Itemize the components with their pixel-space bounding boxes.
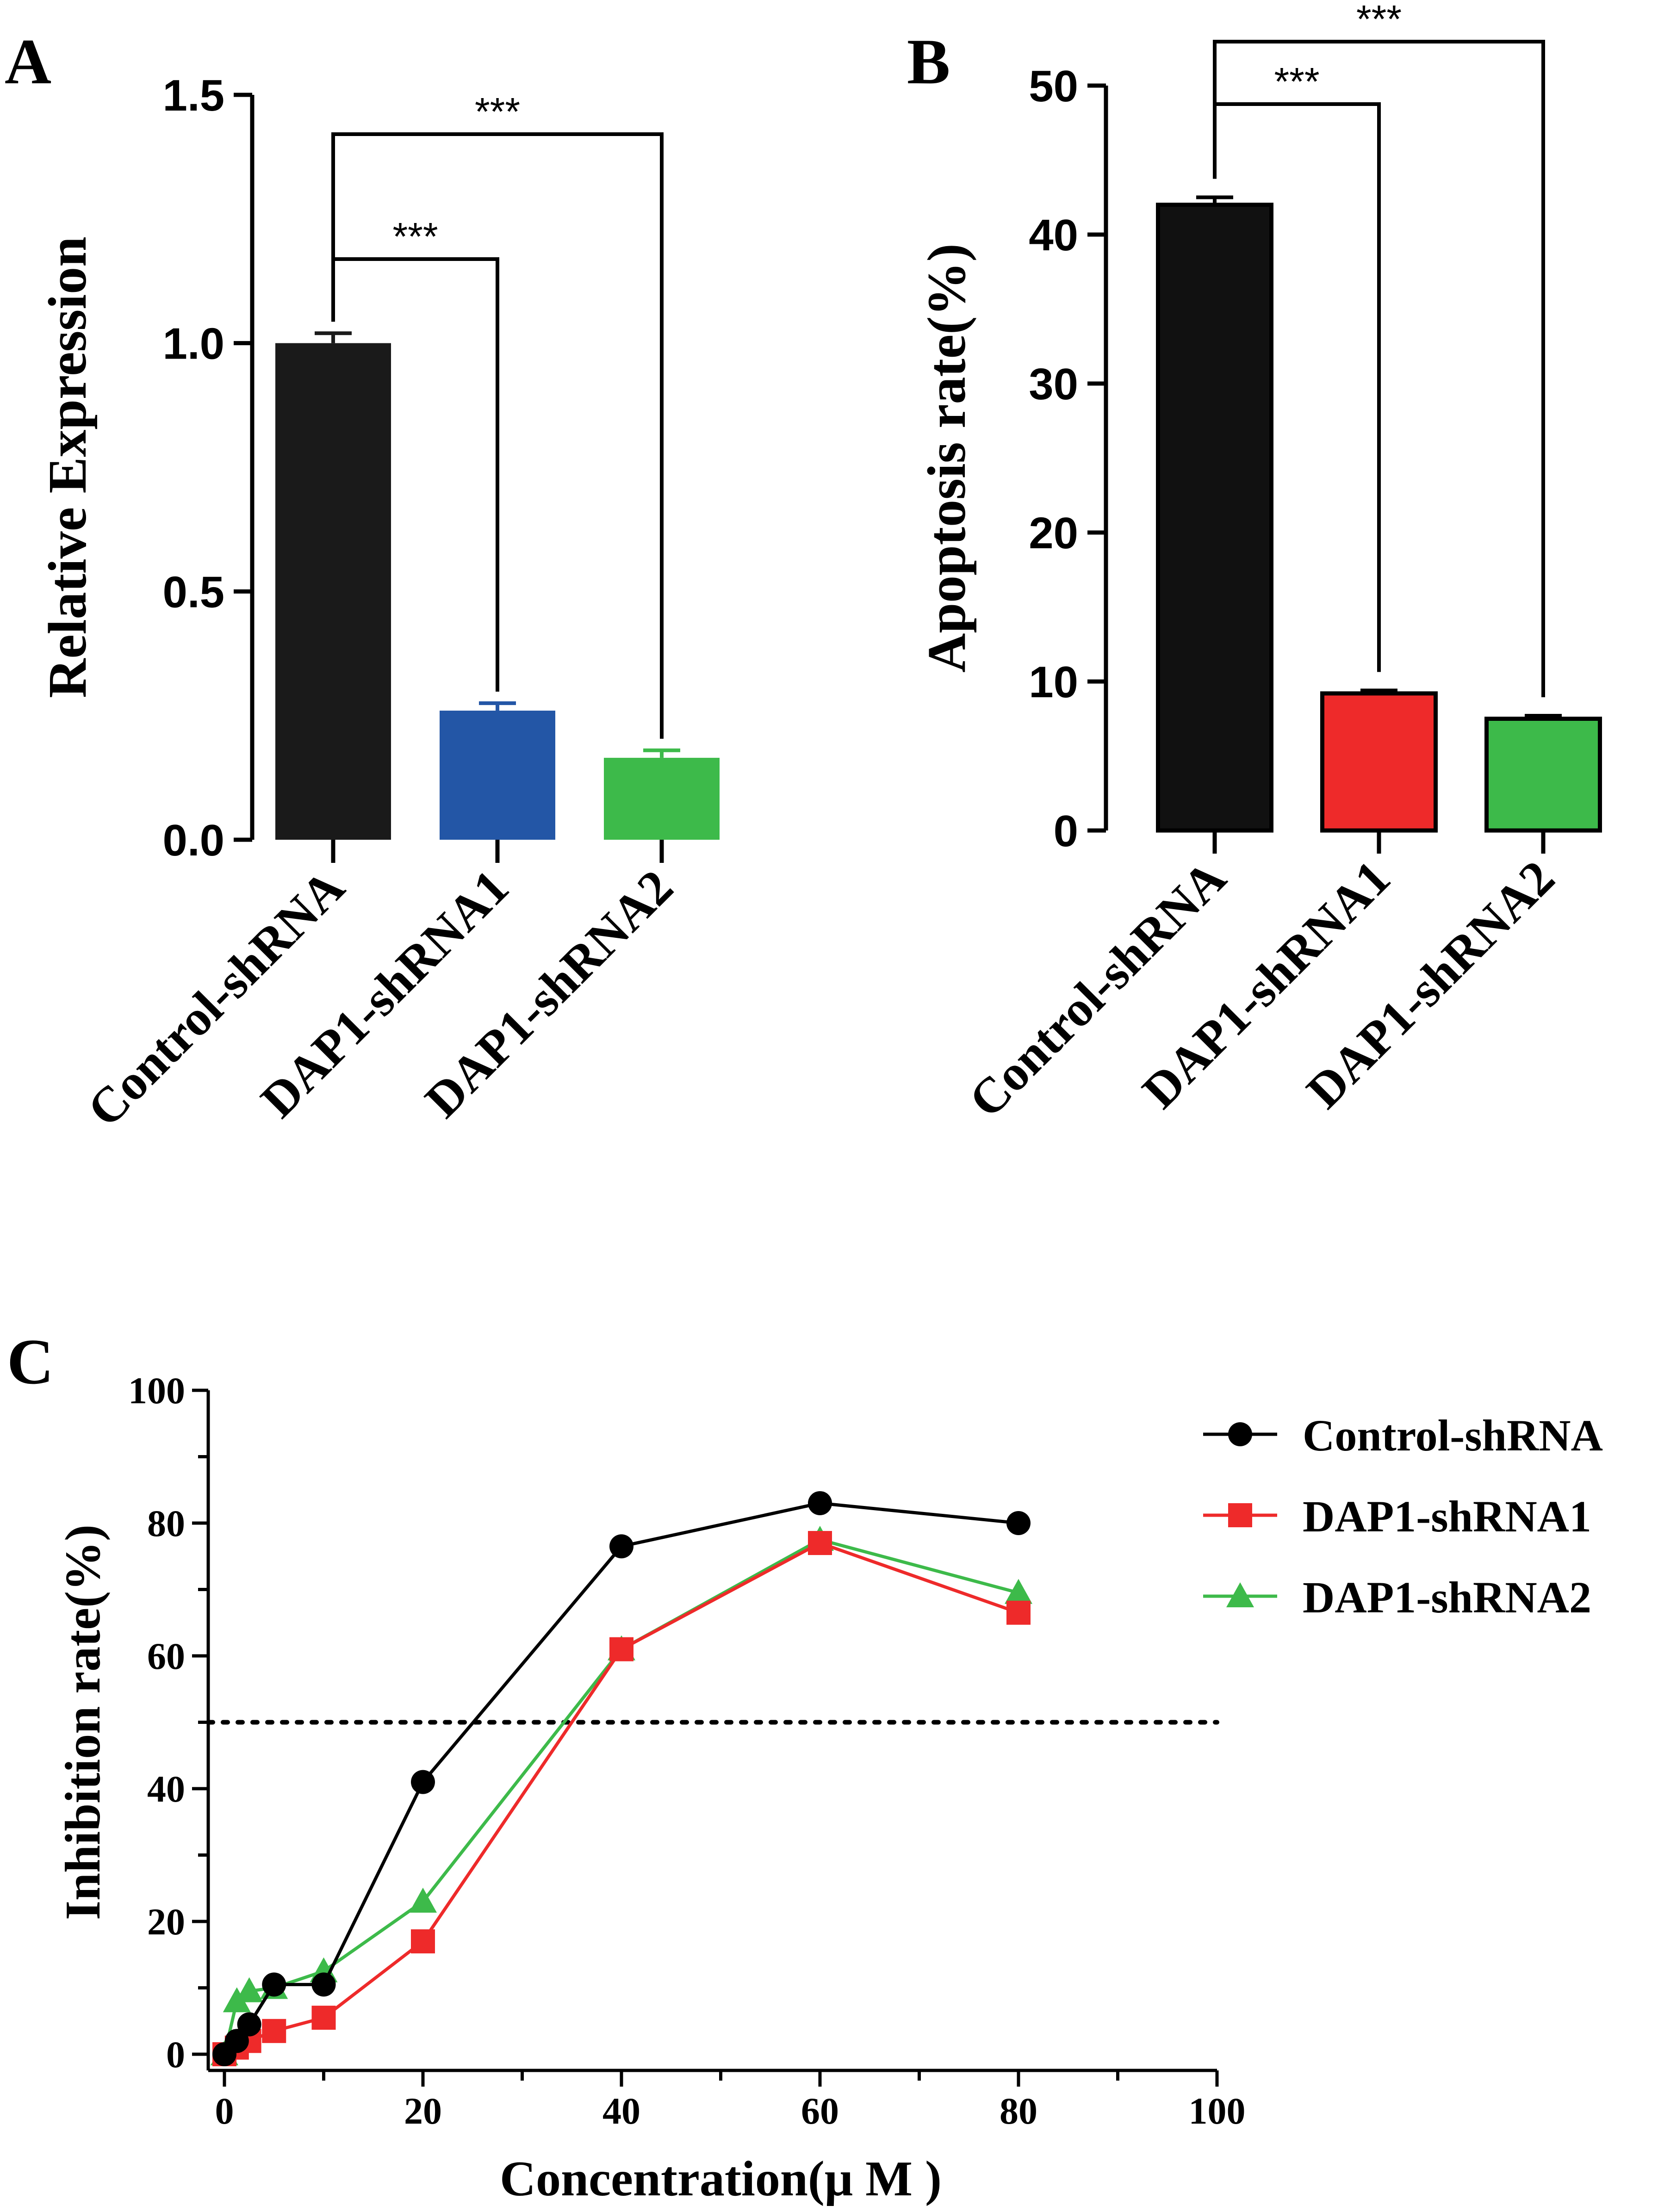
data-point-dap1-shrna1 <box>411 1929 435 1954</box>
y-axis-title: Apoptosis rate(%) <box>916 243 977 673</box>
data-point-control-shrna <box>1006 1511 1031 1535</box>
y-tick-label: 60 <box>147 1635 185 1677</box>
x-tick-label: 40 <box>602 2090 640 2132</box>
data-point-control-shrna <box>237 2012 261 2037</box>
data-point-dap1-shrna1 <box>311 2006 336 2030</box>
panel-label-b: B <box>907 26 950 98</box>
legend-label: DAP1-shRNA1 <box>1303 1492 1591 1541</box>
significance-label: *** <box>1356 0 1402 41</box>
series-line-dap1-shrna1 <box>224 1541 1019 2056</box>
y-tick-label: 0.5 <box>163 567 224 617</box>
y-tick-label: 40 <box>147 1768 185 1810</box>
significance-label: *** <box>392 215 438 258</box>
bar-dap1-shrna2 <box>1484 717 1602 833</box>
x-tick-label: 20 <box>404 2090 442 2132</box>
y-tick-label: 80 <box>147 1502 185 1544</box>
y-tick-label: 40 <box>1029 211 1078 260</box>
significance-label: *** <box>475 90 520 133</box>
data-point-dap1-shrna1 <box>262 2019 286 2043</box>
x-tick-label: 0 <box>215 2090 234 2132</box>
data-point-dap1-shrna2 <box>409 1887 437 1913</box>
bar-control-shrna <box>275 343 391 840</box>
data-point-dap1-shrna1 <box>808 1531 832 1555</box>
y-tick-label: 50 <box>1029 62 1078 111</box>
bar-control-shrna <box>1156 203 1273 833</box>
y-tick-label: 0 <box>166 2033 185 2076</box>
bar-dap1-shrna1 <box>440 710 555 840</box>
y-tick-label: 20 <box>147 1901 185 1943</box>
y-tick-label: 30 <box>1029 359 1078 409</box>
legend-label: DAP1-shRNA2 <box>1303 1573 1591 1622</box>
panel-label-a: A <box>5 26 51 98</box>
legend-marker <box>1228 1503 1252 1527</box>
data-point-control-shrna <box>808 1491 832 1515</box>
significance-label: *** <box>1274 60 1319 103</box>
x-tick-label: 100 <box>1189 2090 1246 2132</box>
x-tick-label: 60 <box>801 2090 839 2132</box>
bar-dap1-shrna2 <box>604 757 720 840</box>
x-axis-title: Concentration(μ M ) <box>500 2151 942 2206</box>
significance-bracket <box>331 132 664 739</box>
y-axis-title: Relative Expression <box>37 236 98 698</box>
data-point-control-shrna <box>411 1770 435 1794</box>
chart-c: 0 20 40 60 80 100 0 20 40 60 80 100 Inhibition rate(… <box>56 1369 1603 2206</box>
data-point-control-shrna <box>311 1972 336 1997</box>
legend-label: Control-shRNA <box>1303 1411 1603 1460</box>
y-tick-label: 1.0 <box>163 319 224 369</box>
y-tick-label: 10 <box>1029 657 1078 707</box>
y-tick-label: 0.0 <box>163 816 224 865</box>
x-tick-label: 80 <box>1000 2090 1037 2132</box>
y-axis-title: Inhibition rate(%) <box>56 1524 111 1920</box>
y-tick-label: 1.5 <box>163 71 224 120</box>
y-tick-label: 0 <box>1054 806 1078 856</box>
legend-marker <box>1226 1582 1254 1607</box>
data-point-dap1-shrna2 <box>1005 1579 1032 1604</box>
y-tick-label: 20 <box>1029 508 1078 558</box>
series-line-dap1-shrna2 <box>223 1538 1019 2055</box>
data-point-control-shrna <box>609 1534 633 1559</box>
data-point-dap1-shrna2 <box>235 1977 263 2002</box>
data-point-control-shrna <box>224 2029 249 2053</box>
significance-bracket <box>1213 40 1545 698</box>
panel-label-c: C <box>7 1326 54 1398</box>
data-point-dap1-shrna1 <box>609 1637 633 1661</box>
data-point-dap1-shrna1 <box>1006 1600 1031 1625</box>
legend-marker <box>1228 1422 1252 1446</box>
bar-dap1-shrna1 <box>1320 691 1438 833</box>
series-line-control-shrna <box>223 1501 1019 2056</box>
data-point-control-shrna <box>262 1972 286 1997</box>
y-tick-label: 100 <box>128 1369 185 1412</box>
